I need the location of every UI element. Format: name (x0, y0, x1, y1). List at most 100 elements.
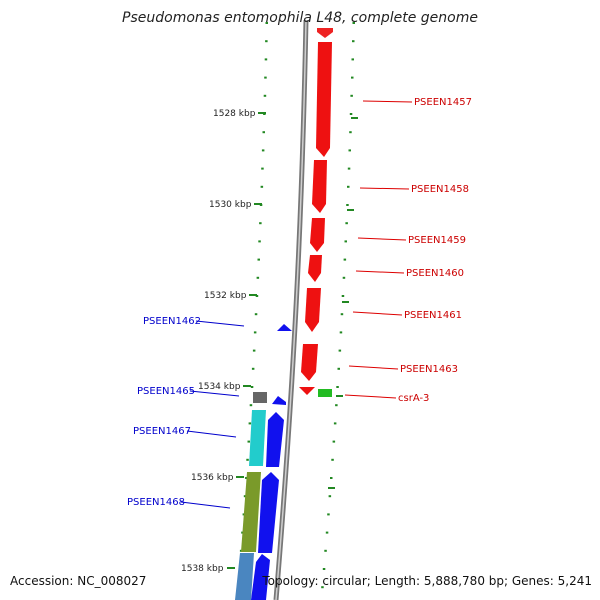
leader-pseen1463 (348, 365, 399, 370)
ruler-dot (349, 113, 353, 115)
ruler-dot (333, 422, 337, 425)
label-pseen1459[interactable]: PSEEN1459 (408, 235, 466, 246)
ruler-dot (352, 40, 355, 43)
gene-arrow-pseen1458[interactable] (312, 160, 327, 213)
ruler-dot (321, 586, 324, 589)
gene-arrow-pseen1461[interactable] (305, 288, 321, 332)
label-pseen1463[interactable]: PSEEN1463 (400, 364, 458, 375)
label-pseen1460[interactable]: PSEEN1460 (406, 268, 464, 279)
ruler-dot (250, 386, 254, 388)
ruler-dot (350, 94, 353, 97)
outer-ring-major-ticks (328, 117, 358, 489)
ruler-dot (262, 131, 265, 134)
label-pseen1457[interactable]: PSEEN1457 (414, 97, 472, 108)
ruler-dot (258, 240, 261, 243)
ruler-dot (342, 276, 346, 279)
ruler-dot (261, 167, 264, 170)
ruler-label-1528: 1528 kbp (213, 109, 256, 119)
ruler-dot (325, 531, 329, 534)
gene-arrow-pseen1459[interactable] (310, 218, 325, 252)
ruler-dot (351, 76, 354, 79)
leader-pseen1467 (186, 430, 237, 438)
label-pseen1458[interactable]: PSEEN1458 (411, 184, 469, 195)
cog-bar-steel[interactable] (235, 553, 254, 600)
ruler-dot (341, 295, 345, 297)
gene-arrow-pseen1457[interactable] (316, 42, 332, 157)
ruler-dot (263, 94, 267, 97)
ruler-dot (348, 149, 351, 152)
label-pseen1461[interactable]: PSEEN1461 (404, 310, 462, 321)
leader-pseen1461 (352, 311, 403, 316)
ruler-dot (264, 58, 268, 61)
ruler-dot (254, 313, 258, 316)
label-pseen1467[interactable]: PSEEN1467 (133, 426, 191, 437)
label-csra-3[interactable]: csrA-3 (398, 393, 429, 404)
ruler-dot (331, 458, 334, 461)
leader-pseen1458 (359, 187, 410, 190)
label-pseen1462[interactable]: PSEEN1462 (143, 316, 201, 327)
ruler-dot (248, 422, 252, 425)
leader-csra-3 (344, 394, 397, 399)
genome-backbone (273, 19, 309, 600)
ruler-label-1538: 1538 kbp (181, 564, 224, 574)
ruler-dot (340, 313, 344, 316)
ruler-dot (330, 477, 333, 479)
ruler-dot (349, 131, 352, 134)
ruler-dot (328, 495, 332, 498)
ruler-labels: 1528 kbp 1530 kbp 1532 kbp 1534 kbp 1536… (181, 109, 266, 574)
ruler-dot (264, 76, 267, 79)
cog-bar-gray[interactable] (253, 392, 267, 403)
gene-arrow-pseen1468[interactable] (258, 472, 279, 553)
ruler-dot (245, 477, 248, 479)
gene-arrow-csra-3[interactable] (299, 387, 315, 395)
ruler-dot (332, 440, 336, 443)
cog-bar-cyan[interactable] (249, 410, 266, 466)
gene-arrow-pseen1462[interactable] (277, 324, 292, 331)
cog-category-ring (235, 392, 267, 600)
ruler-dot (338, 349, 342, 352)
ruler-dot (347, 185, 350, 188)
gene-arrow-pseen1463[interactable] (301, 344, 318, 381)
ruler-dot (336, 386, 339, 388)
cog-bar-olive[interactable] (241, 472, 261, 552)
label-pseen1468[interactable]: PSEEN1468 (127, 497, 185, 508)
ruler-dot (256, 276, 260, 279)
leader-pseen1468 (180, 501, 231, 509)
gene-arrow-pseen1467[interactable] (266, 412, 284, 467)
ruler-dot (324, 549, 327, 552)
gene-arrow-head-top[interactable] (317, 28, 333, 38)
ruler-dot (251, 367, 255, 370)
ruler-dot (257, 258, 260, 261)
ruler-dot (260, 185, 264, 188)
ruler-dot (351, 58, 354, 61)
gene-arrow-bottom[interactable] (251, 554, 270, 600)
reverse-strand-genes (251, 324, 292, 600)
ruler-label-1536: 1536 kbp (191, 473, 234, 483)
ruler-dot (344, 240, 347, 243)
ruler-dot (247, 440, 250, 443)
ruler-dot (261, 149, 265, 152)
ruler-dot (337, 367, 340, 370)
ruler-dot (259, 222, 262, 225)
ruler-dot (339, 331, 343, 334)
ruler-label-1532: 1532 kbp (204, 291, 247, 301)
leader-pseen1460 (355, 270, 405, 274)
ruler-dot (322, 568, 326, 570)
leader-pseen1457 (362, 100, 413, 103)
ruler-dot (346, 204, 349, 206)
ruler-label-1534: 1534 kbp (198, 382, 241, 392)
forward-strand-genes (299, 28, 333, 395)
ruler-dot (246, 458, 249, 461)
ruler-dot (335, 404, 338, 407)
genome-title: Pseudomonas entomophila L48, complete ge… (122, 10, 478, 26)
label-pseen1465[interactable]: PSEEN1465 (137, 386, 195, 397)
ruler-label-1530: 1530 kbp (209, 200, 252, 210)
rna-feature-box[interactable] (318, 389, 332, 397)
leader-pseen1462 (195, 320, 245, 327)
gene-arrow-pseen1460[interactable] (308, 255, 322, 282)
gene-arrow-pseen1465[interactable] (272, 396, 286, 405)
reverse-gene-labels: PSEEN1462 PSEEN1465 PSEEN1467 PSEEN1468 (127, 316, 245, 509)
accession-text: Accession: NC_008027 (10, 574, 147, 588)
ruler-dot (343, 258, 347, 261)
